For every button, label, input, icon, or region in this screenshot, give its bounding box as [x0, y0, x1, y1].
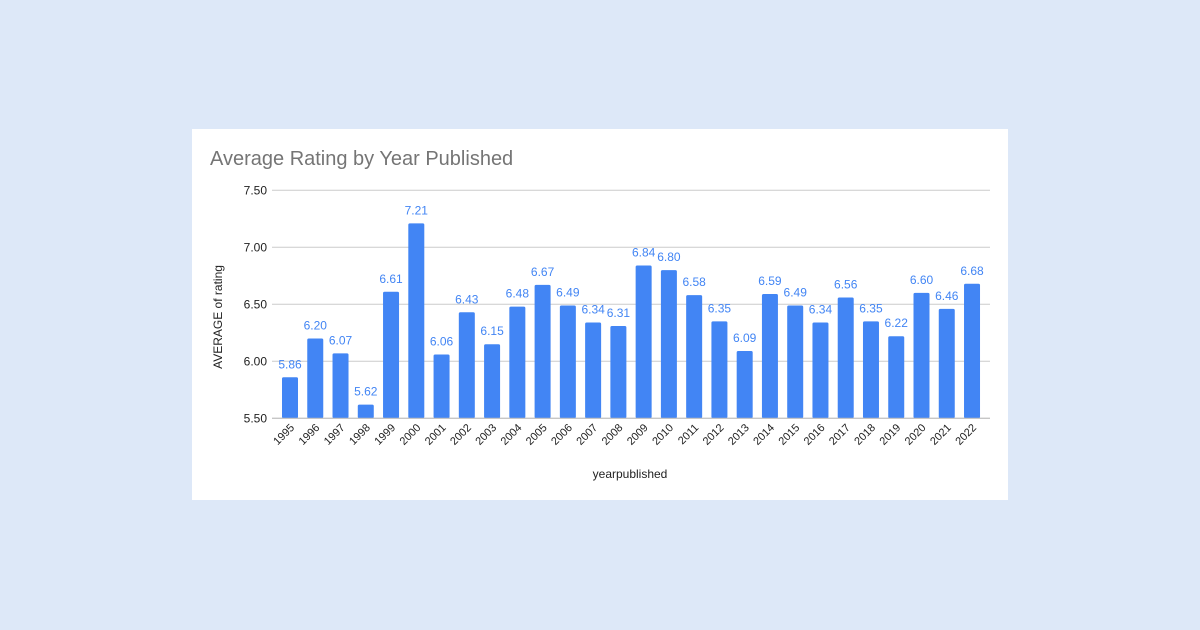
bar-2014 — [761, 294, 778, 419]
bar-2009 — [635, 265, 652, 419]
y-tick-label: 6.00 — [244, 354, 268, 368]
data-label-2010: 6.80 — [657, 250, 681, 264]
bar-2011 — [686, 295, 703, 419]
bar-2019 — [888, 336, 905, 419]
data-label-2009: 6.84 — [632, 246, 656, 260]
data-label-1996: 6.20 — [304, 319, 328, 333]
data-label-2017: 6.56 — [834, 277, 858, 291]
x-tick-label: 2018 — [852, 422, 878, 448]
x-tick-label: 2019 — [878, 422, 904, 448]
x-tick-label: 2006 — [549, 422, 575, 448]
x-tick-label: 2016 — [802, 422, 828, 448]
x-tick-label: 2015 — [777, 422, 803, 448]
data-label-1997: 6.07 — [329, 333, 353, 347]
bar-2007 — [585, 322, 602, 419]
x-tick-label: 2013 — [726, 422, 752, 448]
bar-2003 — [484, 344, 501, 419]
chart-card — [192, 129, 1008, 500]
x-tick-label: 2014 — [751, 422, 777, 448]
x-axis-label: yearpublished — [593, 467, 668, 481]
x-tick-label: 2002 — [448, 422, 474, 448]
x-tick-label: 1998 — [347, 422, 373, 448]
bar-2008 — [610, 325, 627, 419]
bar-2000 — [408, 223, 425, 419]
bar-1996 — [307, 338, 324, 419]
x-tick-label: 2010 — [650, 422, 676, 448]
x-tick-label: 2009 — [625, 422, 651, 448]
data-label-2020: 6.60 — [910, 273, 934, 287]
x-tick-label: 2012 — [701, 422, 727, 448]
bar-2017 — [837, 297, 854, 419]
x-tick-label: 2017 — [827, 422, 853, 448]
data-label-2018: 6.35 — [859, 301, 883, 315]
bar-2004 — [509, 306, 526, 419]
data-label-2022: 6.68 — [960, 264, 984, 278]
bar-2012 — [711, 321, 728, 419]
data-label-2011: 6.58 — [682, 275, 706, 289]
x-tick-label: 1997 — [322, 422, 348, 448]
x-tick-label: 2004 — [499, 422, 525, 448]
data-label-2002: 6.43 — [455, 292, 479, 306]
data-label-2005: 6.67 — [531, 265, 555, 279]
data-label-2016: 6.34 — [809, 303, 833, 317]
y-tick-label: 7.50 — [244, 183, 268, 197]
bar-2018 — [862, 321, 879, 419]
bar-2015 — [787, 305, 804, 419]
bar-2002 — [458, 312, 475, 419]
x-tick-label: 2021 — [928, 422, 954, 448]
data-label-1995: 5.86 — [278, 357, 302, 371]
bar-2005 — [534, 284, 551, 419]
x-tick-label: 1996 — [297, 422, 323, 448]
bar-2013 — [736, 351, 753, 419]
x-tick-label: 2000 — [398, 422, 424, 448]
data-label-2006: 6.49 — [556, 285, 580, 299]
data-label-2012: 6.35 — [708, 301, 732, 315]
bar-2016 — [812, 322, 829, 419]
x-tick-label: 1999 — [372, 422, 398, 448]
bar-2021 — [938, 308, 955, 419]
data-label-2001: 6.06 — [430, 334, 454, 348]
x-tick-label: 2008 — [600, 422, 626, 448]
x-tick-label: 2003 — [473, 422, 499, 448]
data-label-2015: 6.49 — [784, 285, 808, 299]
x-tick-label: 2011 — [676, 422, 701, 447]
data-label-2003: 6.15 — [480, 324, 504, 338]
data-label-1999: 6.61 — [379, 272, 403, 286]
bar-2022 — [964, 283, 981, 419]
x-tick-label: 2020 — [903, 422, 929, 448]
chart-title: Average Rating by Year Published — [210, 148, 514, 170]
bar-2010 — [660, 270, 677, 419]
data-label-2019: 6.22 — [885, 316, 909, 330]
bar-1995 — [282, 377, 298, 419]
data-label-2000: 7.21 — [405, 203, 429, 217]
data-label-2014: 6.59 — [758, 274, 782, 288]
bar-1999 — [383, 291, 400, 419]
y-tick-label: 7.00 — [244, 240, 268, 254]
data-label-2007: 6.34 — [581, 303, 605, 317]
bar-2020 — [913, 292, 930, 419]
data-label-2004: 6.48 — [506, 287, 530, 301]
data-label-2008: 6.31 — [607, 306, 631, 320]
x-tick-label: 1995 — [271, 422, 297, 448]
data-label-2021: 6.46 — [935, 289, 959, 303]
y-tick-label: 6.50 — [244, 297, 268, 311]
y-tick-label: 5.50 — [244, 411, 268, 425]
x-tick-label: 2001 — [423, 422, 449, 448]
y-axis-label: AVERAGE of rating — [211, 265, 225, 369]
bar-1997 — [332, 353, 349, 419]
x-tick-label: 2007 — [574, 422, 600, 448]
data-label-2013: 6.09 — [733, 331, 757, 345]
x-tick-label: 2005 — [524, 422, 550, 448]
bar-2001 — [433, 354, 450, 419]
bar-2006 — [559, 305, 576, 419]
x-tick-label: 2022 — [953, 422, 979, 448]
data-label-1998: 5.62 — [354, 385, 378, 399]
bar-1998 — [357, 404, 374, 419]
